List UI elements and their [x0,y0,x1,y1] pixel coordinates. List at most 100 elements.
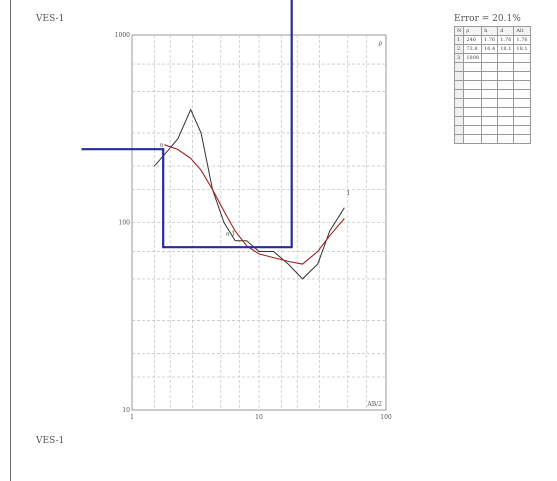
y-tick-label: 10 [122,407,130,414]
table-cell[interactable]: 1.76 [497,35,515,45]
table-cell[interactable] [497,62,515,72]
table-cell[interactable] [497,71,515,81]
table-cell[interactable] [453,116,465,126]
table-cell[interactable] [463,107,483,117]
layer-model-curve [81,0,293,249]
table-cell[interactable] [481,125,499,135]
y-tick-label: 100 [119,220,131,227]
table-cell[interactable] [513,80,531,90]
sounding-label-bottom: VES-1 [36,436,65,446]
table-cell[interactable] [453,125,465,135]
table-cell[interactable] [463,71,483,81]
table-row[interactable] [453,89,531,99]
table-cell[interactable]: 246 [463,35,483,45]
table-cell[interactable] [463,98,483,108]
calculated-curve [164,144,345,265]
table-cell[interactable] [463,125,483,135]
table-cell[interactable]: 73.8 [463,44,483,54]
table-cell[interactable] [481,80,499,90]
table-cell[interactable]: 16.4 [481,44,499,54]
table-cell[interactable]: 1.76 [513,35,531,45]
table-cell[interactable] [453,107,465,117]
table-cell[interactable] [497,116,515,126]
table-header-cell: N [453,26,465,36]
table-cell[interactable] [497,125,515,135]
table-cell[interactable] [481,134,499,144]
table-cell[interactable] [463,116,483,126]
table-cell[interactable]: 18.1 [497,44,515,54]
table-cell[interactable] [463,80,483,90]
table-row[interactable] [453,80,531,90]
x-tick-label: 1 [130,414,134,421]
series-layer: 1 [81,0,350,280]
table-cell[interactable] [513,134,531,144]
table-cell[interactable] [513,62,531,72]
table-cell[interactable] [481,53,499,63]
table-cell[interactable]: 1.76 [481,35,499,45]
point-annotation: a 1 [226,231,235,238]
table-cell[interactable] [453,98,465,108]
table-cell[interactable] [481,71,499,81]
table-cell[interactable] [453,71,465,81]
table-cell[interactable] [513,98,531,108]
point-annotation: a [160,141,164,148]
y-tick-label: 1000 [115,32,130,39]
table-row[interactable] [453,98,531,108]
table-cell[interactable] [497,89,515,99]
x-axis-corner-label: AB/2 [366,401,382,408]
table-cell[interactable] [497,80,515,90]
table-cell[interactable] [513,53,531,63]
table-cell[interactable]: 18.1 [513,44,531,54]
table-cell[interactable] [463,62,483,72]
table-row[interactable]: 1 246 1.76 1.76 1.76 [453,35,531,45]
table-cell[interactable] [513,71,531,81]
table-cell[interactable]: 3 [453,53,465,63]
table-row[interactable] [453,116,531,126]
table-header-cell: ρ [463,26,483,36]
annotations: a 1 a [160,141,236,237]
table-cell[interactable] [513,107,531,117]
table-cell[interactable]: 1 [453,35,465,45]
table-row[interactable] [453,71,531,81]
table-cell[interactable] [497,98,515,108]
curve-label: 1 [346,190,350,197]
x-tick-label: 10 [255,414,263,421]
table-cell[interactable] [481,107,499,117]
table-row[interactable] [453,125,531,135]
table-header-cell: h [481,26,499,36]
table-row[interactable] [453,134,531,144]
table-cell[interactable] [481,89,499,99]
table-cell[interactable] [513,116,531,126]
error-readout: Error = 20.1% [454,14,521,24]
sounding-label-top: VES-1 [36,14,65,24]
table-cell[interactable] [453,134,465,144]
table-row[interactable]: 3 1808 [453,53,531,63]
table-cell[interactable]: 1808 [463,53,483,63]
table-row[interactable] [453,107,531,117]
table-cell[interactable] [513,125,531,135]
table-cell[interactable] [463,134,483,144]
table-cell[interactable] [497,107,515,117]
y-axis-corner-label: ρ [378,40,382,47]
table-row[interactable] [453,62,531,72]
table-cell[interactable]: 2 [453,44,465,54]
table-cell[interactable] [481,98,499,108]
table-cell[interactable] [453,62,465,72]
table-cell[interactable] [513,89,531,99]
table-cell[interactable] [453,80,465,90]
table-cell[interactable] [463,89,483,99]
table-row[interactable]: 2 73.8 16.4 18.1 18.1 [453,44,531,54]
table-cell[interactable] [453,89,465,99]
table-cell[interactable] [497,53,515,63]
table-cell[interactable] [497,134,515,144]
grid [132,35,386,410]
table-cell[interactable] [481,62,499,72]
field-curve [154,108,345,280]
left-divider [10,0,11,481]
table-cell[interactable] [481,116,499,126]
